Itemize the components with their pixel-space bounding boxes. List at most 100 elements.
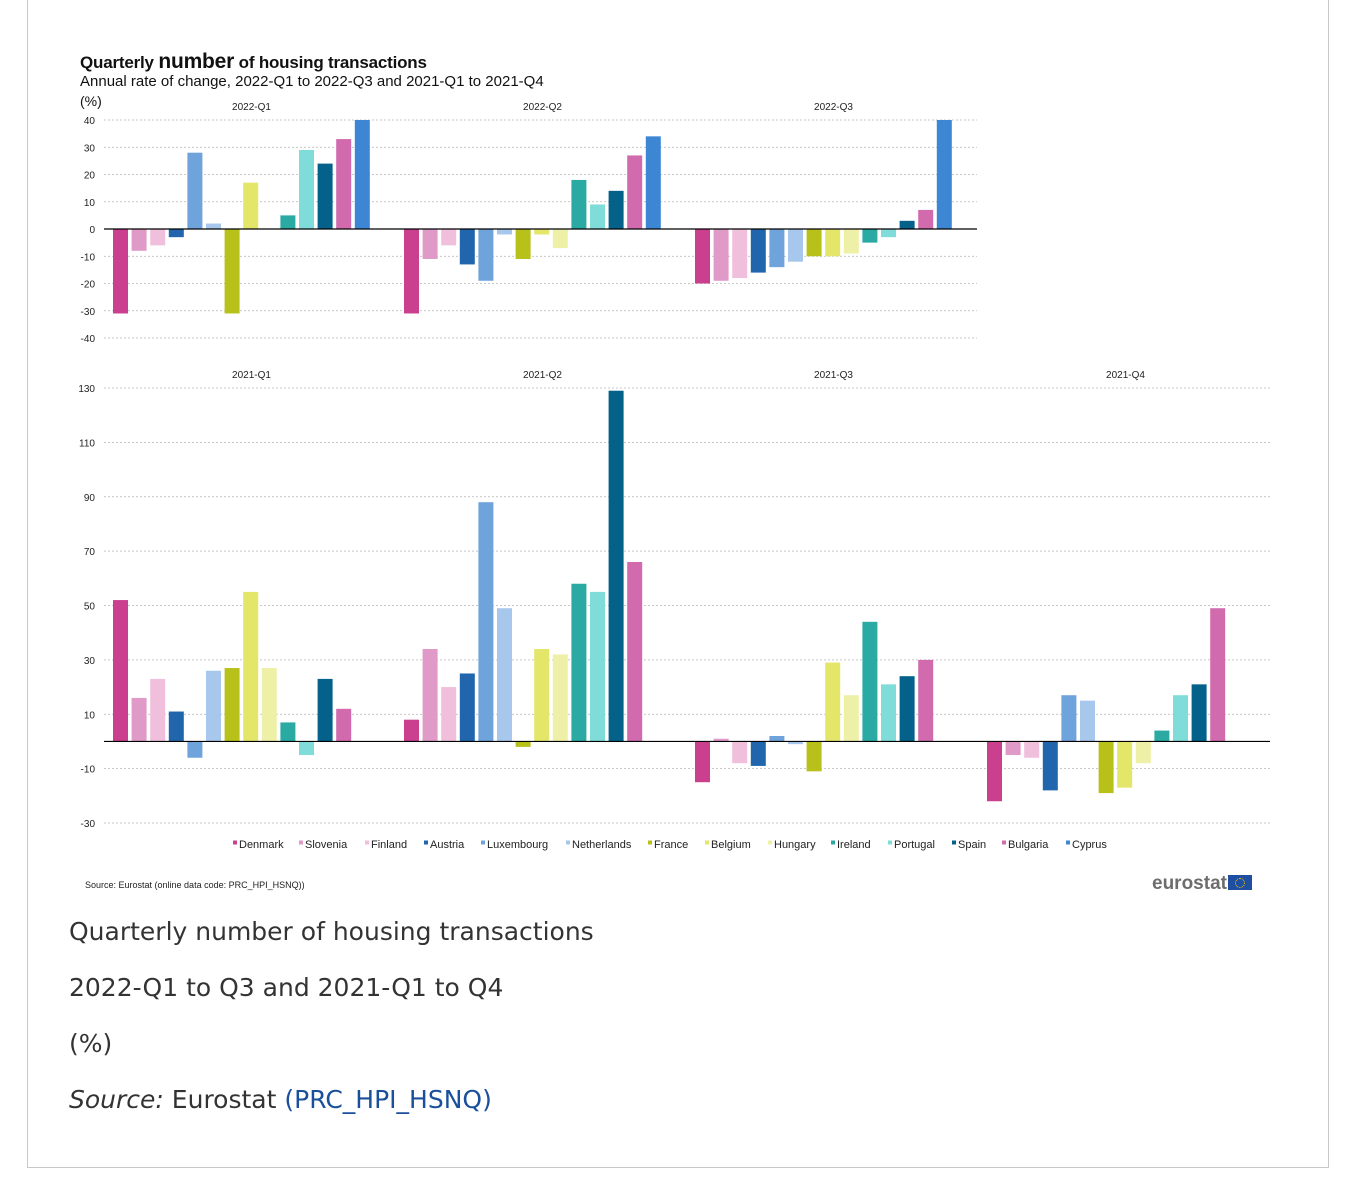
legend-label-netherlands: Netherlands (572, 839, 632, 851)
legend-label-luxembourg: Luxembourg (487, 839, 548, 851)
y-tick-label: -20 (81, 280, 96, 291)
bar-2022-Q3-finland (732, 229, 748, 279)
bar-2021-Q4-denmark (987, 741, 1002, 802)
bar-2021-Q1-bulgaria (336, 708, 352, 742)
bar-2021-Q1-spain (317, 678, 333, 742)
legend-swatch-denmark (233, 840, 237, 845)
y-tick-label: 30 (84, 656, 96, 667)
bar-2021-Q4-france (1098, 741, 1114, 794)
panel-label: 2022-Q1 (232, 102, 271, 113)
bar-2022-Q2-cyprus (645, 136, 661, 229)
bar-2022-Q3-denmark (695, 229, 710, 284)
panel-label: 2021-Q3 (814, 370, 853, 381)
legend-label-austria: Austria (430, 839, 465, 851)
caption-subtitle: 2022-Q1 to Q3 and 2021-Q1 to Q4 (69, 973, 504, 1002)
bar-2021-Q2-france (515, 741, 531, 747)
bar-2022-Q3-luxembourg (769, 229, 785, 268)
bar-2021-Q4-netherlands (1080, 700, 1095, 742)
source-name: Eurostat (171, 1085, 277, 1114)
bar-2021-Q3-slovenia (713, 738, 729, 742)
y-tick-label: 40 (84, 116, 96, 127)
bar-2022-Q2-denmark (404, 229, 419, 314)
bar-2022-Q3-belgium (825, 229, 841, 257)
source-label: Source: (69, 1085, 164, 1114)
bar-2022-Q2-bulgaria (627, 155, 643, 229)
legend-swatch-netherlands (566, 840, 570, 845)
bar-2022-Q3-spain (899, 220, 915, 229)
bar-2021-Q3-france (806, 741, 822, 772)
panel-label: 2021-Q4 (1106, 370, 1145, 381)
y-tick-label: 0 (89, 225, 95, 236)
bar-2022-Q3-bulgaria (918, 209, 934, 229)
bar-2022-Q2-luxembourg (478, 229, 494, 281)
bar-2022-Q2-portugal (590, 204, 605, 229)
bar-2021-Q2-finland (441, 687, 457, 742)
bar-2021-Q2-spain (608, 390, 624, 742)
legend-swatch-france (648, 840, 652, 845)
chart-unit: (%) (80, 93, 102, 109)
bar-2022-Q1-austria (168, 229, 184, 238)
legend-label-belgium: Belgium (711, 839, 751, 851)
bar-2021-Q3-luxembourg (769, 736, 785, 742)
source-code-link[interactable]: (PRC_HPI_HSNQ) (284, 1085, 492, 1114)
bar-2022-Q1-spain (317, 163, 333, 229)
bar-2021-Q2-slovenia (422, 649, 438, 742)
bar-2021-Q2-netherlands (497, 608, 512, 742)
bar-2021-Q4-hungary (1135, 741, 1151, 764)
y-tick-label: 90 (84, 493, 96, 504)
bar-2021-Q3-austria (750, 741, 766, 766)
bar-2022-Q2-spain (608, 190, 624, 229)
bar-2021-Q1-slovenia (131, 697, 147, 742)
bar-2022-Q2-netherlands (497, 229, 512, 235)
bar-2021-Q4-belgium (1117, 741, 1133, 788)
legend-swatch-austria (424, 840, 428, 845)
y-tick-label: -10 (81, 252, 96, 263)
y-tick-label: -30 (81, 819, 96, 830)
y-tick-label: 70 (84, 547, 96, 558)
bar-2022-Q1-bulgaria (336, 139, 352, 229)
bar-2021-Q1-hungary (261, 668, 277, 742)
y-tick-label: 110 (79, 438, 95, 449)
y-tick-label: 10 (84, 198, 96, 209)
caption-source: Source: Eurostat (PRC_HPI_HSNQ) (69, 1085, 492, 1114)
legend-label-ireland: Ireland (837, 839, 871, 851)
bar-2022-Q1-slovenia (131, 229, 147, 251)
legend-swatch-portugal (888, 840, 892, 845)
legend-label-portugal: Portugal (894, 839, 935, 851)
y-tick-label: -40 (81, 334, 96, 345)
bar-2022-Q1-portugal (299, 149, 314, 229)
bar-2022-Q3-netherlands (788, 229, 803, 262)
legend-swatch-belgium (705, 840, 709, 845)
bar-2021-Q1-portugal (299, 741, 314, 756)
bar-2021-Q3-belgium (825, 662, 841, 742)
bar-2022-Q1-luxembourg (187, 152, 203, 229)
y-tick-label: -30 (81, 307, 96, 318)
legend-swatch-spain (952, 840, 956, 845)
legend-swatch-ireland (831, 840, 835, 845)
bar-2021-Q3-netherlands (788, 741, 803, 745)
bar-2021-Q4-spain (1191, 684, 1207, 742)
legend-label-france: France (654, 839, 688, 851)
bar-2021-Q1-luxembourg (187, 741, 203, 758)
panel-label: 2021-Q1 (232, 370, 271, 381)
bar-2021-Q4-portugal (1173, 695, 1188, 742)
y-tick-label: 50 (84, 602, 96, 613)
bar-2021-Q2-hungary (552, 654, 568, 742)
bar-2021-Q3-bulgaria (918, 659, 934, 742)
bar-2022-Q2-austria (459, 229, 475, 265)
bar-2022-Q3-hungary (843, 229, 859, 254)
bar-2022-Q3-austria (750, 229, 766, 273)
bar-2021-Q2-belgium (534, 649, 550, 742)
bar-2021-Q1-denmark (113, 600, 128, 742)
bar-2021-Q1-finland (150, 678, 166, 742)
bar-2021-Q4-austria (1042, 741, 1058, 791)
bar-2021-Q2-bulgaria (627, 562, 643, 742)
bar-2021-Q4-ireland (1154, 730, 1170, 742)
eu-flag-icon (1227, 875, 1252, 890)
bar-2022-Q2-belgium (534, 229, 550, 235)
caption-unit: (%) (69, 1029, 113, 1058)
bar-2022-Q3-cyprus (936, 120, 952, 229)
legend-label-finland: Finland (371, 839, 407, 851)
bar-2021-Q2-denmark (404, 719, 419, 742)
